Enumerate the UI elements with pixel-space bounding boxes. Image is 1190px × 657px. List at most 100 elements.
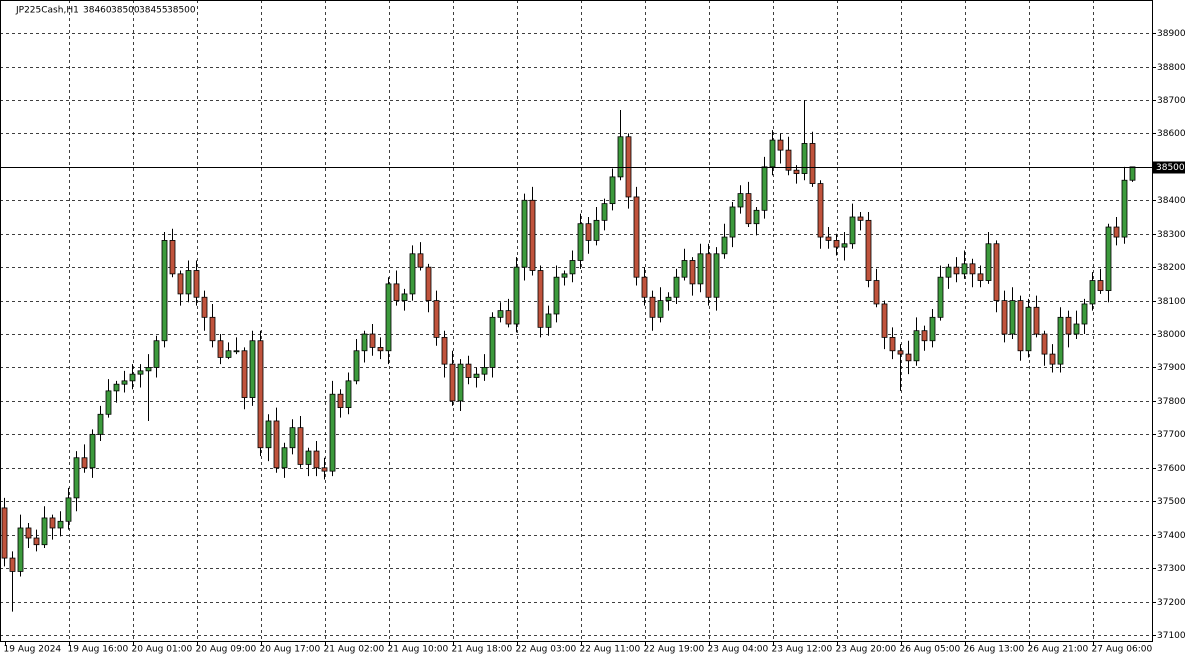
symbol-label: JP225Cash,H1	[15, 6, 79, 16]
y-tick-label: 38800	[1157, 63, 1186, 73]
candle-body	[129, 373, 136, 382]
candle-body	[361, 333, 368, 352]
candle-body	[1001, 300, 1008, 335]
candle-body	[665, 296, 672, 302]
candle-body	[1009, 300, 1016, 335]
candle-body	[177, 273, 184, 295]
candle-body	[249, 340, 256, 398]
x-tick-label: 26 Aug 21:00	[1028, 645, 1089, 655]
candle-body	[161, 240, 168, 342]
candle-body	[929, 316, 936, 342]
candle-body	[481, 367, 488, 375]
x-tick-label: 22 Aug 11:00	[580, 645, 641, 655]
candle-body	[489, 316, 496, 368]
candle-body	[425, 266, 432, 302]
candle-body	[1041, 333, 1048, 355]
candle-body	[737, 193, 744, 208]
candle-body	[17, 527, 24, 572]
candle-body	[505, 310, 512, 325]
candle-body	[905, 353, 912, 362]
candle-body	[329, 393, 336, 472]
candle-body	[57, 520, 64, 529]
candle-body	[193, 270, 200, 298]
candle-body	[513, 266, 520, 325]
header-value: 38455	[139, 6, 168, 16]
candle-body	[705, 253, 712, 298]
x-tick-label: 23 Aug 20:00	[836, 645, 897, 655]
candle-body	[561, 273, 568, 278]
x-tick-label: 21 Aug 18:00	[452, 645, 513, 655]
candle-body	[873, 280, 880, 305]
y-tick-label: 38700	[1157, 96, 1186, 106]
candle-body	[73, 457, 80, 499]
candle-body	[225, 350, 232, 358]
candle-body	[393, 283, 400, 302]
x-tick-label: 20 Aug 01:00	[132, 645, 193, 655]
candle-body	[1057, 316, 1064, 365]
x-tick-label: 23 Aug 12:00	[772, 645, 833, 655]
candle-body	[465, 363, 472, 378]
candle-body	[281, 447, 288, 469]
candle-body	[121, 380, 128, 385]
candle-body	[265, 420, 272, 449]
candle-body	[433, 300, 440, 338]
y-tick-label: 37700	[1157, 430, 1186, 440]
candle-body	[945, 266, 952, 278]
candle-body	[977, 273, 984, 281]
candle-body	[473, 373, 480, 378]
candle-body	[689, 260, 696, 285]
candle-body	[49, 517, 56, 529]
y-tick-label: 38300	[1157, 230, 1186, 240]
candle-body	[345, 380, 352, 409]
candle-body	[1121, 179, 1128, 238]
x-tick-label: 27 Aug 06:00	[1092, 645, 1153, 655]
candle-body	[209, 316, 216, 342]
candle-body	[401, 293, 408, 302]
y-tick-label: 37300	[1157, 564, 1186, 574]
candle-body	[65, 497, 72, 522]
candle-body	[369, 333, 376, 348]
y-tick-label: 38100	[1157, 297, 1186, 307]
candle-body	[25, 527, 32, 539]
candle-body	[169, 240, 176, 275]
x-tick-label: 21 Aug 02:00	[324, 645, 385, 655]
candle-body	[649, 296, 656, 318]
candle-body	[113, 383, 120, 392]
candle-body	[353, 350, 360, 382]
candle-body	[153, 340, 160, 368]
header-value: 38500	[167, 6, 196, 16]
candle-body	[721, 236, 728, 255]
candle-body	[337, 393, 344, 409]
x-tick-label: 20 Aug 09:00	[196, 645, 257, 655]
y-tick-label: 38000	[1157, 330, 1186, 340]
candle-body	[457, 363, 464, 402]
candle-body	[1065, 316, 1072, 335]
candle-body	[545, 313, 552, 328]
candle-body	[449, 363, 456, 402]
candle-body	[137, 370, 144, 375]
candle-body	[609, 176, 616, 205]
candle-body	[1049, 353, 1056, 365]
candle-body	[657, 300, 664, 318]
candle-body	[1, 507, 8, 559]
candle-body	[217, 340, 224, 358]
candle-body	[81, 457, 88, 469]
candle-body	[409, 253, 416, 295]
candle-body	[569, 260, 576, 275]
candle-body	[809, 143, 816, 184]
candle-body	[937, 276, 944, 318]
candle-body	[377, 347, 384, 352]
candle-body	[769, 139, 776, 168]
candle-body	[497, 310, 504, 318]
candle-body	[1089, 280, 1096, 305]
y-tick-label: 37600	[1157, 464, 1186, 474]
y-tick-label: 37500	[1157, 497, 1186, 507]
candle-body	[881, 303, 888, 338]
candle-body	[313, 450, 320, 469]
candle-body	[745, 193, 752, 225]
candle-body	[785, 149, 792, 171]
bid-box	[1153, 161, 1185, 174]
candle-body	[801, 143, 808, 174]
candle-body	[777, 139, 784, 151]
header-value: 38500	[111, 6, 140, 16]
